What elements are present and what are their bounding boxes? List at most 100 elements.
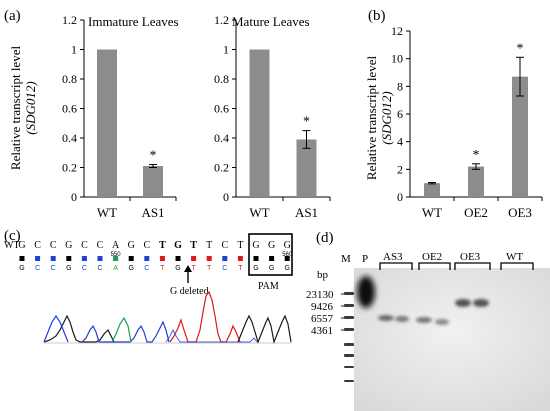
called-base: C: [51, 265, 56, 272]
chart-b-plot: 0 2 4 6 8 10 12 WT * OE2 * OE3: [391, 24, 543, 220]
bracket-oe3: [454, 262, 491, 270]
band-as3-1: [378, 315, 394, 321]
position-mark-550: 550: [111, 252, 122, 258]
wt-base: T: [237, 240, 243, 251]
called-base: T: [238, 265, 243, 272]
chart-a1-title: Immature Leaves: [88, 14, 179, 29]
called-base: T: [191, 265, 196, 272]
y-tick-label: 1: [71, 43, 77, 57]
y-tick-label: 0.8: [62, 72, 77, 86]
wt-base: C: [97, 240, 104, 251]
wt-base: T: [159, 240, 166, 251]
lane-label-oe2: OE2: [422, 251, 442, 263]
marker-9426: 9426: [311, 301, 334, 313]
panel-d: (d) M P AS3 OE2 OE3 WT bp 23130 9426 655…: [306, 230, 550, 411]
y-tick-label: 0.4: [214, 131, 229, 145]
y-tick-label: 6: [397, 107, 403, 121]
y-tick-label: 10: [391, 52, 403, 66]
marker-ticks: [341, 293, 350, 331]
wt-base: C: [50, 240, 57, 251]
bar-as1: [143, 166, 163, 197]
x-tick-label: WT: [249, 205, 269, 220]
wt-seq-label: WT: [4, 240, 20, 251]
panel-b: (b) Relative transcript level (SDG012) 0…: [364, 8, 543, 220]
base-color-mark: [206, 256, 212, 261]
trace-t: [169, 290, 241, 343]
y-tick-label: 0: [223, 190, 229, 204]
x-tick-label: OE2: [464, 205, 488, 220]
g-deleted-label: G deleted: [170, 286, 209, 297]
base-color-mark: [19, 256, 25, 261]
wt-base: G: [128, 240, 135, 251]
base-color-mark: [144, 256, 150, 261]
ylabel-gene: (SDG012): [23, 81, 38, 134]
trace-c-2: [165, 328, 258, 343]
called-base: C: [222, 265, 227, 272]
base-color-mark: [237, 256, 243, 261]
called-base: G: [66, 265, 71, 272]
y-tick-label: 0.8: [214, 72, 229, 86]
panel-b-label: (b): [368, 8, 386, 24]
bar-wt: [97, 49, 117, 197]
y-tick-label: 1: [223, 43, 229, 57]
base-color-mark: [128, 256, 134, 261]
significance-marker: *: [150, 149, 157, 164]
y-tick-label: 0.2: [214, 161, 229, 175]
x-tick-label: AS1: [141, 205, 164, 220]
bar-oe2: [468, 166, 484, 197]
y-tick-label: 1.2: [214, 13, 229, 27]
bar-oe3: [512, 76, 528, 197]
y-tick-label: 8: [397, 79, 403, 93]
called-base: G: [128, 265, 133, 272]
base-color-mark: [175, 256, 181, 261]
significance-marker: *: [473, 148, 480, 163]
wt-base: G: [284, 240, 291, 251]
bar-wt: [424, 183, 440, 197]
chart-a2-plot: 0 0.2 0.4 0.6 0.8 1 1.2 WT * AS1: [214, 13, 331, 220]
base-color-mark: [191, 256, 197, 261]
pam-box: [248, 233, 293, 276]
lane-label-as3: AS3: [383, 251, 403, 263]
trace-g: [43, 314, 115, 343]
trace-c-1: [81, 320, 170, 343]
panel-c-label: (c): [4, 228, 21, 244]
wt-base: T: [190, 240, 197, 251]
panel-d-label: (d): [316, 230, 334, 246]
wt-base: G: [174, 240, 182, 251]
bracket-wt: [500, 262, 534, 270]
base-color-mark: [66, 256, 72, 261]
base-color-mark: [269, 256, 275, 261]
chart-a1-plot: 0 0.2 0.4 0.6 0.8 1 1.2 WT * AS1: [62, 13, 177, 220]
x-tick-label: OE3: [508, 205, 532, 220]
y-tick-label: 12: [391, 24, 403, 38]
ladder-bands: [344, 292, 354, 382]
called-base: T: [160, 265, 165, 272]
pam-label: PAM: [258, 281, 279, 292]
y-tick-label: 0: [397, 190, 403, 204]
base-color-mark: [159, 256, 165, 261]
y-tick-label: 0.6: [214, 102, 229, 116]
panel-a-immature: (a) Immature Leaves Relative transcript …: [4, 8, 179, 220]
band-oe3-1: [455, 299, 471, 307]
gel-image: [354, 268, 550, 411]
called-base: C: [144, 265, 149, 272]
base-color-mark: [97, 256, 103, 261]
called-base: C: [97, 265, 102, 272]
bar-wt: [249, 49, 270, 197]
base-color-mark: [35, 256, 41, 261]
band-oe3-2: [473, 299, 489, 307]
wt-base: A: [112, 240, 120, 251]
wt-base: T: [206, 240, 212, 251]
lane-label-oe3: OE3: [460, 251, 481, 263]
wt-base: C: [221, 240, 228, 251]
base-color-mark: [284, 256, 290, 261]
arrow-up-icon: [184, 265, 192, 272]
bracket-as3: [379, 262, 413, 270]
trace-c-0: [43, 314, 69, 343]
bp-label: bp: [317, 269, 329, 281]
wt-base: G: [65, 240, 72, 251]
wt-base: C: [143, 240, 150, 251]
called-base: C: [35, 265, 40, 272]
